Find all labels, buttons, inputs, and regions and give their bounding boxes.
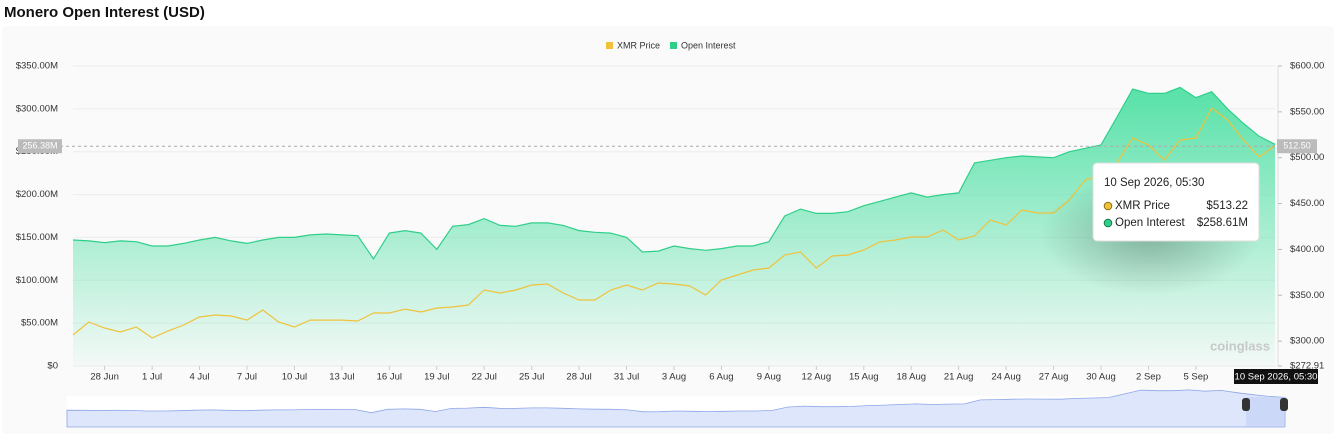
x-tick-label: 6 Aug	[709, 372, 733, 383]
y2-tick-label: $400.00	[1290, 244, 1324, 255]
crosshair-x-label: 10 Sep 2026, 05:30	[1235, 372, 1318, 383]
y2-tick-label: $300.00	[1290, 336, 1324, 347]
x-tick-label: 13 Jul	[329, 372, 354, 383]
legend-label: XMR Price	[617, 40, 660, 50]
x-tick-label: 1 Jul	[142, 372, 162, 383]
crosshair-label-bg	[1277, 139, 1317, 154]
y-tick-label: $150.00M	[16, 232, 58, 243]
area	[73, 87, 1275, 367]
tooltip: 10 Sep 2026, 05:30 XMR Price $513.22 Ope…	[1092, 162, 1260, 242]
x-tick-label: 12 Aug	[802, 372, 832, 383]
y-tick-label: $50.00M	[21, 318, 58, 329]
navigator-handle[interactable]	[1280, 398, 1288, 411]
x-tick-label: 28 Jun	[90, 372, 119, 383]
x-tick-label: 16 Jul	[377, 372, 402, 383]
tooltip-title: 10 Sep 2026, 05:30	[1104, 177, 1204, 189]
tooltip-value: $513.22	[1206, 200, 1248, 212]
x-tick-label: 15 Aug	[849, 372, 879, 383]
crosshair-x-bg	[1234, 369, 1318, 384]
y-tick-label: $300.00M	[16, 103, 58, 114]
y-tick-label: $350.00M	[16, 61, 58, 72]
x-tick-label: 2 Sep	[1136, 372, 1161, 383]
y2-tick-label: $450.00	[1290, 198, 1324, 209]
tooltip-value: $258.61M	[1197, 217, 1248, 229]
x-tick-label: 22 Jul	[472, 372, 497, 383]
chart-title: Monero Open Interest (USD)	[4, 4, 205, 21]
crosshair-label: 512.50	[1283, 141, 1311, 151]
y-tick-label: $200.00M	[16, 189, 58, 200]
x-tick-label: 27 Aug	[1039, 372, 1069, 383]
x-tick-label: 24 Aug	[991, 372, 1021, 383]
tooltip-name: Open Interest	[1115, 217, 1185, 229]
navigator	[66, 389, 1288, 428]
y-tick-label: $100.00M	[16, 275, 58, 286]
navigator-selection	[1246, 397, 1285, 427]
y2-tick-label: $550.00	[1290, 106, 1324, 117]
x-tick-label: 31 Jul	[614, 372, 639, 383]
navigator-handle[interactable]	[1242, 398, 1250, 411]
x-tick-label: 4 Jul	[189, 372, 209, 383]
y2-tick-label: $500.00	[1290, 152, 1324, 163]
x-tick-label: 28 Jul	[566, 372, 591, 383]
x-tick-label: 7 Jul	[237, 372, 257, 383]
area-line	[72, 86, 1276, 261]
legend-swatch	[670, 42, 678, 49]
x-tick-label: 18 Aug	[896, 372, 926, 383]
x-tick-label: 3 Aug	[662, 372, 686, 383]
x-tick-label: 21 Aug	[944, 372, 974, 383]
legend-swatch	[606, 42, 613, 49]
y-tick-label: $0	[47, 361, 58, 372]
x-tick-label: 9 Aug	[757, 372, 781, 383]
x-tick-label: 25 Jul	[519, 372, 544, 383]
crosshair-label-bg	[18, 139, 62, 154]
x-tick-label: 5 Sep	[1184, 372, 1209, 383]
tooltip-swatch	[1103, 218, 1113, 228]
crosshair-label: 256.38M	[22, 141, 57, 151]
x-tick-label: 19 Jul	[424, 372, 449, 383]
y2-tick-label: $272.91	[1290, 361, 1324, 372]
y2-tick-label: $600.00	[1290, 61, 1324, 72]
navigator-area	[66, 389, 1286, 428]
tooltip-name: XMR Price	[1115, 200, 1170, 212]
legend-label: Open Interest	[681, 40, 736, 50]
tooltip-box	[1092, 162, 1260, 242]
watermark: coinglass	[1210, 338, 1270, 353]
x-tick-label: 10 Jul	[282, 372, 307, 383]
plot: $0$50.00M$100.00M$150.00M$200.00M$250.00…	[16, 40, 1324, 384]
y2-tick-label: $350.00	[1290, 290, 1324, 301]
x-tick-label: 30 Aug	[1086, 372, 1116, 383]
tooltip-swatch	[1103, 201, 1113, 211]
